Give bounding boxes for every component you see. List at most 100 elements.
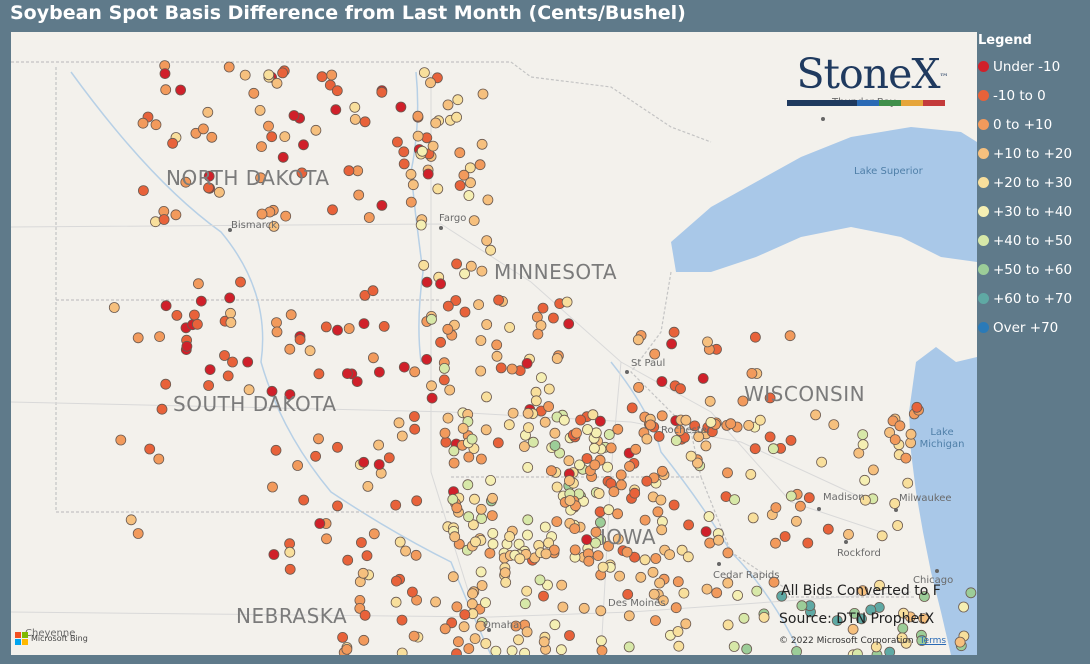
basis-point[interactable] (206, 131, 218, 143)
basis-point[interactable] (442, 300, 454, 312)
basis-point[interactable] (451, 502, 463, 514)
basis-point[interactable] (596, 635, 607, 647)
basis-point[interactable] (521, 357, 533, 369)
basis-point[interactable] (857, 429, 869, 441)
basis-point[interactable] (645, 419, 656, 431)
basis-point[interactable] (271, 326, 283, 338)
basis-point[interactable] (672, 626, 684, 637)
basis-point[interactable] (530, 395, 542, 407)
basis-point[interactable] (490, 645, 502, 655)
basis-point[interactable] (673, 640, 685, 652)
basis-point[interactable] (536, 372, 547, 384)
basis-point[interactable] (551, 353, 563, 364)
basis-point[interactable] (470, 536, 481, 548)
basis-point[interactable] (332, 324, 343, 336)
basis-point[interactable] (475, 620, 487, 632)
basis-point[interactable] (203, 380, 215, 391)
basis-point[interactable] (602, 461, 613, 473)
basis-point[interactable] (493, 294, 505, 306)
basis-point[interactable] (465, 177, 476, 189)
basis-point[interactable] (556, 644, 567, 655)
basis-point[interactable] (722, 467, 733, 479)
basis-point[interactable] (693, 431, 705, 443)
basis-point[interactable] (522, 514, 534, 526)
basis-point[interactable] (426, 392, 438, 404)
basis-point[interactable] (373, 366, 385, 378)
basis-point[interactable] (889, 498, 901, 509)
basis-point[interactable] (432, 183, 444, 195)
basis-point[interactable] (641, 433, 653, 445)
basis-point[interactable] (438, 374, 450, 386)
basis-point[interactable] (239, 69, 251, 81)
basis-point[interactable] (170, 209, 182, 221)
basis-point[interactable] (889, 434, 901, 446)
basis-point[interactable] (359, 289, 371, 301)
basis-point[interactable] (622, 589, 634, 600)
basis-point[interactable] (896, 632, 908, 644)
basis-point[interactable] (375, 467, 387, 479)
basis-point[interactable] (474, 159, 486, 171)
basis-point[interactable] (406, 586, 418, 598)
basis-point[interactable] (641, 475, 653, 487)
basis-point[interactable] (538, 590, 549, 602)
basis-point[interactable] (578, 602, 590, 614)
basis-point[interactable] (298, 139, 309, 151)
basis-point[interactable] (965, 587, 977, 599)
basis-point[interactable] (451, 648, 462, 655)
basis-point[interactable] (495, 362, 507, 374)
basis-point[interactable] (503, 419, 515, 431)
basis-point[interactable] (758, 612, 770, 623)
basis-point[interactable] (411, 495, 423, 507)
basis-point[interactable] (435, 278, 447, 290)
basis-point[interactable] (463, 451, 475, 463)
basis-point[interactable] (425, 77, 436, 89)
basis-point[interactable] (581, 534, 593, 546)
legend-item[interactable]: +30 to +40 (978, 197, 1088, 226)
basis-point[interactable] (666, 338, 677, 350)
basis-point[interactable] (159, 68, 171, 79)
basis-point[interactable] (154, 331, 166, 343)
legend-item[interactable]: +10 to +20 (978, 139, 1088, 168)
basis-point[interactable] (412, 110, 424, 122)
legend-item[interactable]: +40 to +50 (978, 226, 1088, 255)
basis-point[interactable] (624, 460, 635, 472)
basis-point[interactable] (561, 296, 573, 308)
basis-point[interactable] (279, 131, 291, 142)
basis-point[interactable] (427, 140, 439, 152)
basis-point[interactable] (284, 389, 296, 400)
basis-point[interactable] (571, 427, 582, 439)
basis-point[interactable] (476, 138, 488, 150)
basis-point[interactable] (668, 326, 680, 338)
basis-point[interactable] (442, 99, 454, 111)
basis-point[interactable] (682, 551, 694, 563)
basis-point[interactable] (513, 538, 525, 550)
basis-point[interactable] (581, 453, 593, 464)
basis-point[interactable] (874, 579, 885, 591)
basis-point[interactable] (486, 510, 498, 522)
basis-point[interactable] (467, 588, 479, 599)
basis-point[interactable] (430, 596, 442, 608)
basis-point[interactable] (361, 550, 373, 562)
basis-point[interactable] (857, 585, 869, 597)
basis-point[interactable] (746, 367, 758, 379)
basis-point[interactable] (504, 531, 516, 542)
basis-point[interactable] (632, 334, 644, 346)
basis-point[interactable] (537, 302, 549, 314)
basis-point[interactable] (180, 176, 192, 188)
basis-point[interactable] (776, 590, 788, 602)
basis-point[interactable] (803, 492, 815, 504)
basis-point[interactable] (451, 258, 463, 270)
legend-item[interactable]: Under -10 (978, 52, 1088, 81)
basis-point[interactable] (343, 323, 355, 334)
basis-point[interactable] (463, 190, 475, 201)
basis-point[interactable] (409, 423, 421, 435)
basis-point[interactable] (639, 514, 651, 526)
basis-point[interactable] (703, 511, 715, 522)
basis-point[interactable] (822, 523, 834, 535)
basis-point[interactable] (534, 574, 546, 586)
basis-point[interactable] (266, 385, 278, 397)
basis-point[interactable] (564, 495, 576, 506)
basis-point[interactable] (532, 328, 544, 340)
basis-point[interactable] (197, 123, 209, 135)
basis-point[interactable] (664, 549, 675, 560)
